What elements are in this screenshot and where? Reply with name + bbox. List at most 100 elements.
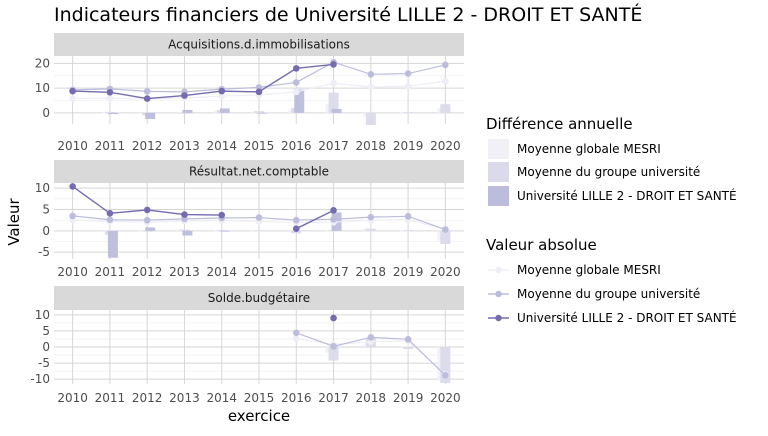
point-groupe — [106, 216, 114, 224]
bar-univ — [107, 112, 118, 115]
x-tick-label: 2019 — [393, 139, 424, 153]
x-tick-label: 2019 — [393, 391, 424, 405]
x-tick-label: 2010 — [57, 391, 88, 405]
y-tick-label: 0 — [42, 106, 50, 120]
point-mesri — [442, 77, 449, 85]
x-tick-label: 2014 — [206, 265, 237, 279]
bar-univ — [257, 112, 267, 114]
y-tick-label: 5 — [42, 202, 50, 216]
point-groupe — [367, 334, 375, 341]
x-tick-label: 2018 — [356, 139, 387, 153]
facet-strip-label: Solde.budgétaire — [208, 291, 310, 305]
x-tick-label: 2010 — [57, 265, 88, 279]
legend-bar-key-mesri — [488, 139, 509, 159]
point-mesri — [292, 335, 300, 342]
x-tick-label: 2017 — [318, 391, 349, 405]
x-tick-label: 2017 — [318, 265, 349, 279]
point-groupe — [367, 213, 375, 221]
point-groupe — [143, 216, 151, 224]
x-tick-label: 2014 — [206, 391, 237, 405]
x-tick-label: 2020 — [430, 391, 461, 405]
bar-mesri — [251, 230, 261, 232]
x-tick-label: 2020 — [430, 265, 461, 279]
bar-univ — [331, 108, 342, 113]
x-axis-title: exercice — [228, 407, 290, 425]
point-groupe — [442, 226, 449, 233]
panel-2: Résultat.net.comptable -5 0 5 10 2010 2011 2012… — [35, 160, 464, 279]
point-univ — [292, 225, 300, 232]
legend-bar-label-mesri: Moyenne globale MESRI — [517, 142, 661, 156]
point-groupe — [330, 215, 337, 223]
point-groupe — [367, 70, 375, 78]
x-tick-label: 2016 — [281, 391, 312, 405]
bar-univ — [182, 230, 193, 236]
bar-groupe — [403, 347, 414, 349]
bar-groupe — [179, 229, 190, 231]
x-tick-label: 2012 — [132, 139, 163, 153]
bar-groupe — [328, 92, 339, 113]
x-tick-label: 2011 — [95, 139, 126, 153]
point-univ — [106, 210, 114, 217]
facet-strip-label: Acquisitions.d.immobilisations — [168, 38, 350, 52]
bar-groupe — [104, 111, 115, 113]
y-tick-label: 10 — [35, 81, 50, 95]
x-tick-label: 2011 — [95, 391, 126, 405]
facet-strip — [54, 33, 464, 56]
point-groupe — [404, 335, 412, 343]
legend-line-label-mesri: Moyenne globale MESRI — [517, 263, 661, 277]
point-univ — [218, 87, 226, 95]
y-tick-label: -10 — [30, 372, 50, 386]
y-tick-label: -5 — [38, 356, 50, 370]
bar-groupe — [254, 111, 264, 113]
bar-groupe — [254, 230, 264, 232]
point-univ — [255, 88, 263, 96]
x-tick-label: 2020 — [430, 139, 461, 153]
x-tick-label: 2012 — [132, 391, 163, 405]
legend-point-key-groupe — [495, 290, 502, 298]
point-univ — [106, 89, 114, 96]
bar-groupe — [179, 112, 190, 114]
bar-groupe — [440, 104, 451, 113]
bar-groupe — [403, 112, 414, 113]
x-tick-label: 2014 — [206, 139, 237, 153]
x-tick-label: 2017 — [318, 139, 349, 153]
bar-groupe — [403, 229, 414, 231]
y-axis-title: Valeur — [5, 197, 23, 245]
panel-1: Acquisitions.d.immobilisations 0 10 20 2010 2… — [35, 33, 464, 153]
x-tick-label: 2011 — [95, 265, 126, 279]
point-groupe — [255, 214, 263, 221]
bar-groupe — [291, 230, 302, 234]
y-tick-label: -5 — [38, 245, 50, 259]
point-groupe — [404, 213, 412, 220]
point-mesri — [367, 83, 375, 91]
x-tick-label: 2013 — [169, 265, 200, 279]
facet-strip — [54, 160, 464, 183]
point-univ — [218, 211, 226, 219]
bar-groupe — [328, 347, 339, 361]
x-tick-label: 2012 — [132, 265, 163, 279]
point-groupe — [442, 372, 449, 379]
x-tick-label: 2019 — [393, 265, 424, 279]
point-univ — [330, 207, 337, 214]
legend: Différence annuelle Valeur absolue Moyen… — [486, 115, 737, 325]
bar-groupe — [440, 230, 451, 245]
point-univ — [181, 211, 188, 218]
y-tick-label: 20 — [35, 56, 50, 70]
point-mesri — [69, 95, 76, 102]
line-univ — [72, 63, 334, 100]
bar-mesri — [176, 111, 187, 113]
x-tick-label: 2018 — [356, 265, 387, 279]
legend-bar-label-groupe: Moyenne du groupe université — [517, 165, 700, 179]
legend-line-label-univ: Université LILLE 2 - DROIT ET SANTÉ — [517, 310, 737, 325]
point-groupe — [404, 70, 412, 77]
bar-univ — [182, 109, 193, 113]
bar-mesri — [400, 346, 411, 347]
bar-groupe — [216, 229, 227, 231]
legend-bar-key-univ — [488, 186, 509, 206]
x-tick-label: 2016 — [281, 139, 312, 153]
bar-mesri — [101, 112, 112, 114]
panel-3: Solde.budgétaire -10 -5 0 5 10 2010 2011 2012 201… — [30, 286, 464, 405]
y-tick-label: 10 — [35, 308, 50, 322]
legend-line-title: Valeur absolue — [486, 236, 597, 254]
